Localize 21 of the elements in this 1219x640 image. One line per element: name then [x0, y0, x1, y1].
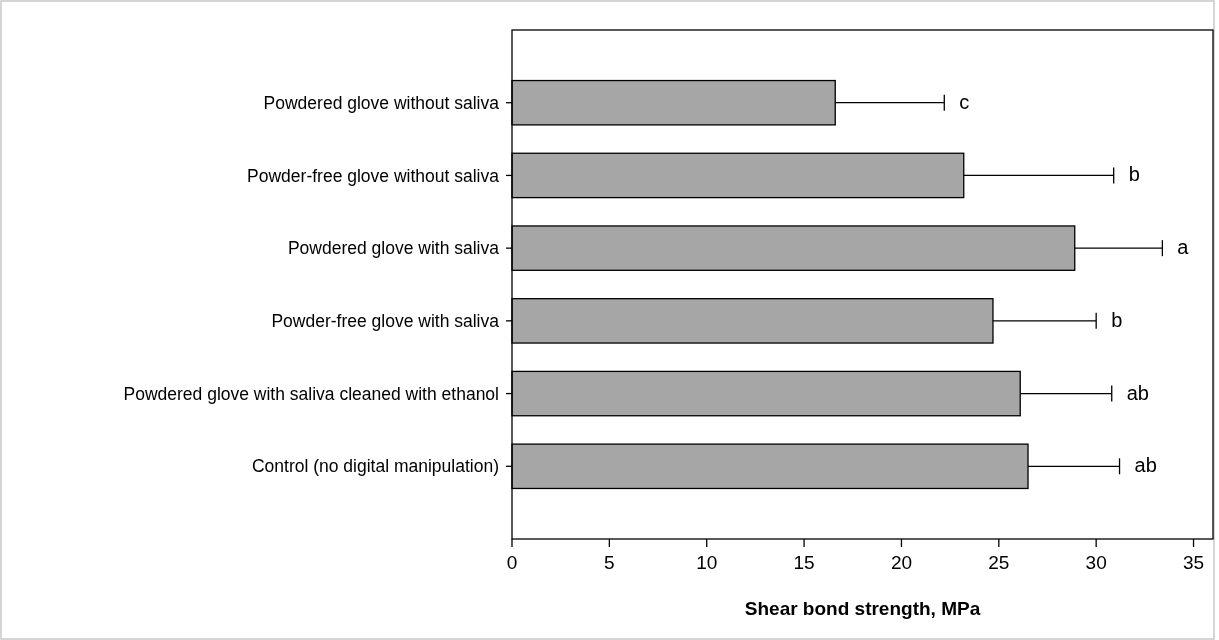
- annotation: a: [1177, 236, 1190, 259]
- y-tick-label: Powdered glove with saliva cleaned with ethanol: [123, 383, 499, 404]
- x-tick-label: 5: [604, 552, 615, 573]
- x-tick-label: 35: [1182, 552, 1205, 573]
- annotation: ab: [1126, 381, 1149, 404]
- annotation: c: [959, 90, 970, 113]
- annotation: b: [1128, 163, 1140, 186]
- y-tick-label: Control (no digital manipulation): [251, 456, 499, 477]
- x-tick-label: 15: [793, 552, 815, 573]
- y-tick-label: Powdered glove with saliva: [287, 238, 500, 259]
- x-tick-label: 10: [696, 552, 718, 573]
- annotation: b: [1111, 308, 1123, 331]
- x-tick-label: 0: [506, 552, 518, 573]
- y-tick-label: Powdered glove without saliva: [263, 92, 500, 113]
- annotation: ab: [1134, 454, 1157, 477]
- y-tick-label: Powder-free glove without saliva: [247, 165, 500, 186]
- x-tick-label: 25: [988, 552, 1010, 573]
- x-tick-label: 20: [890, 552, 913, 573]
- x-axis-title: Shear bond strength, MPa: [744, 598, 981, 619]
- x-tick-label: 30: [1085, 552, 1107, 573]
- y-tick-label: Powder-free glove with saliva: [271, 310, 500, 331]
